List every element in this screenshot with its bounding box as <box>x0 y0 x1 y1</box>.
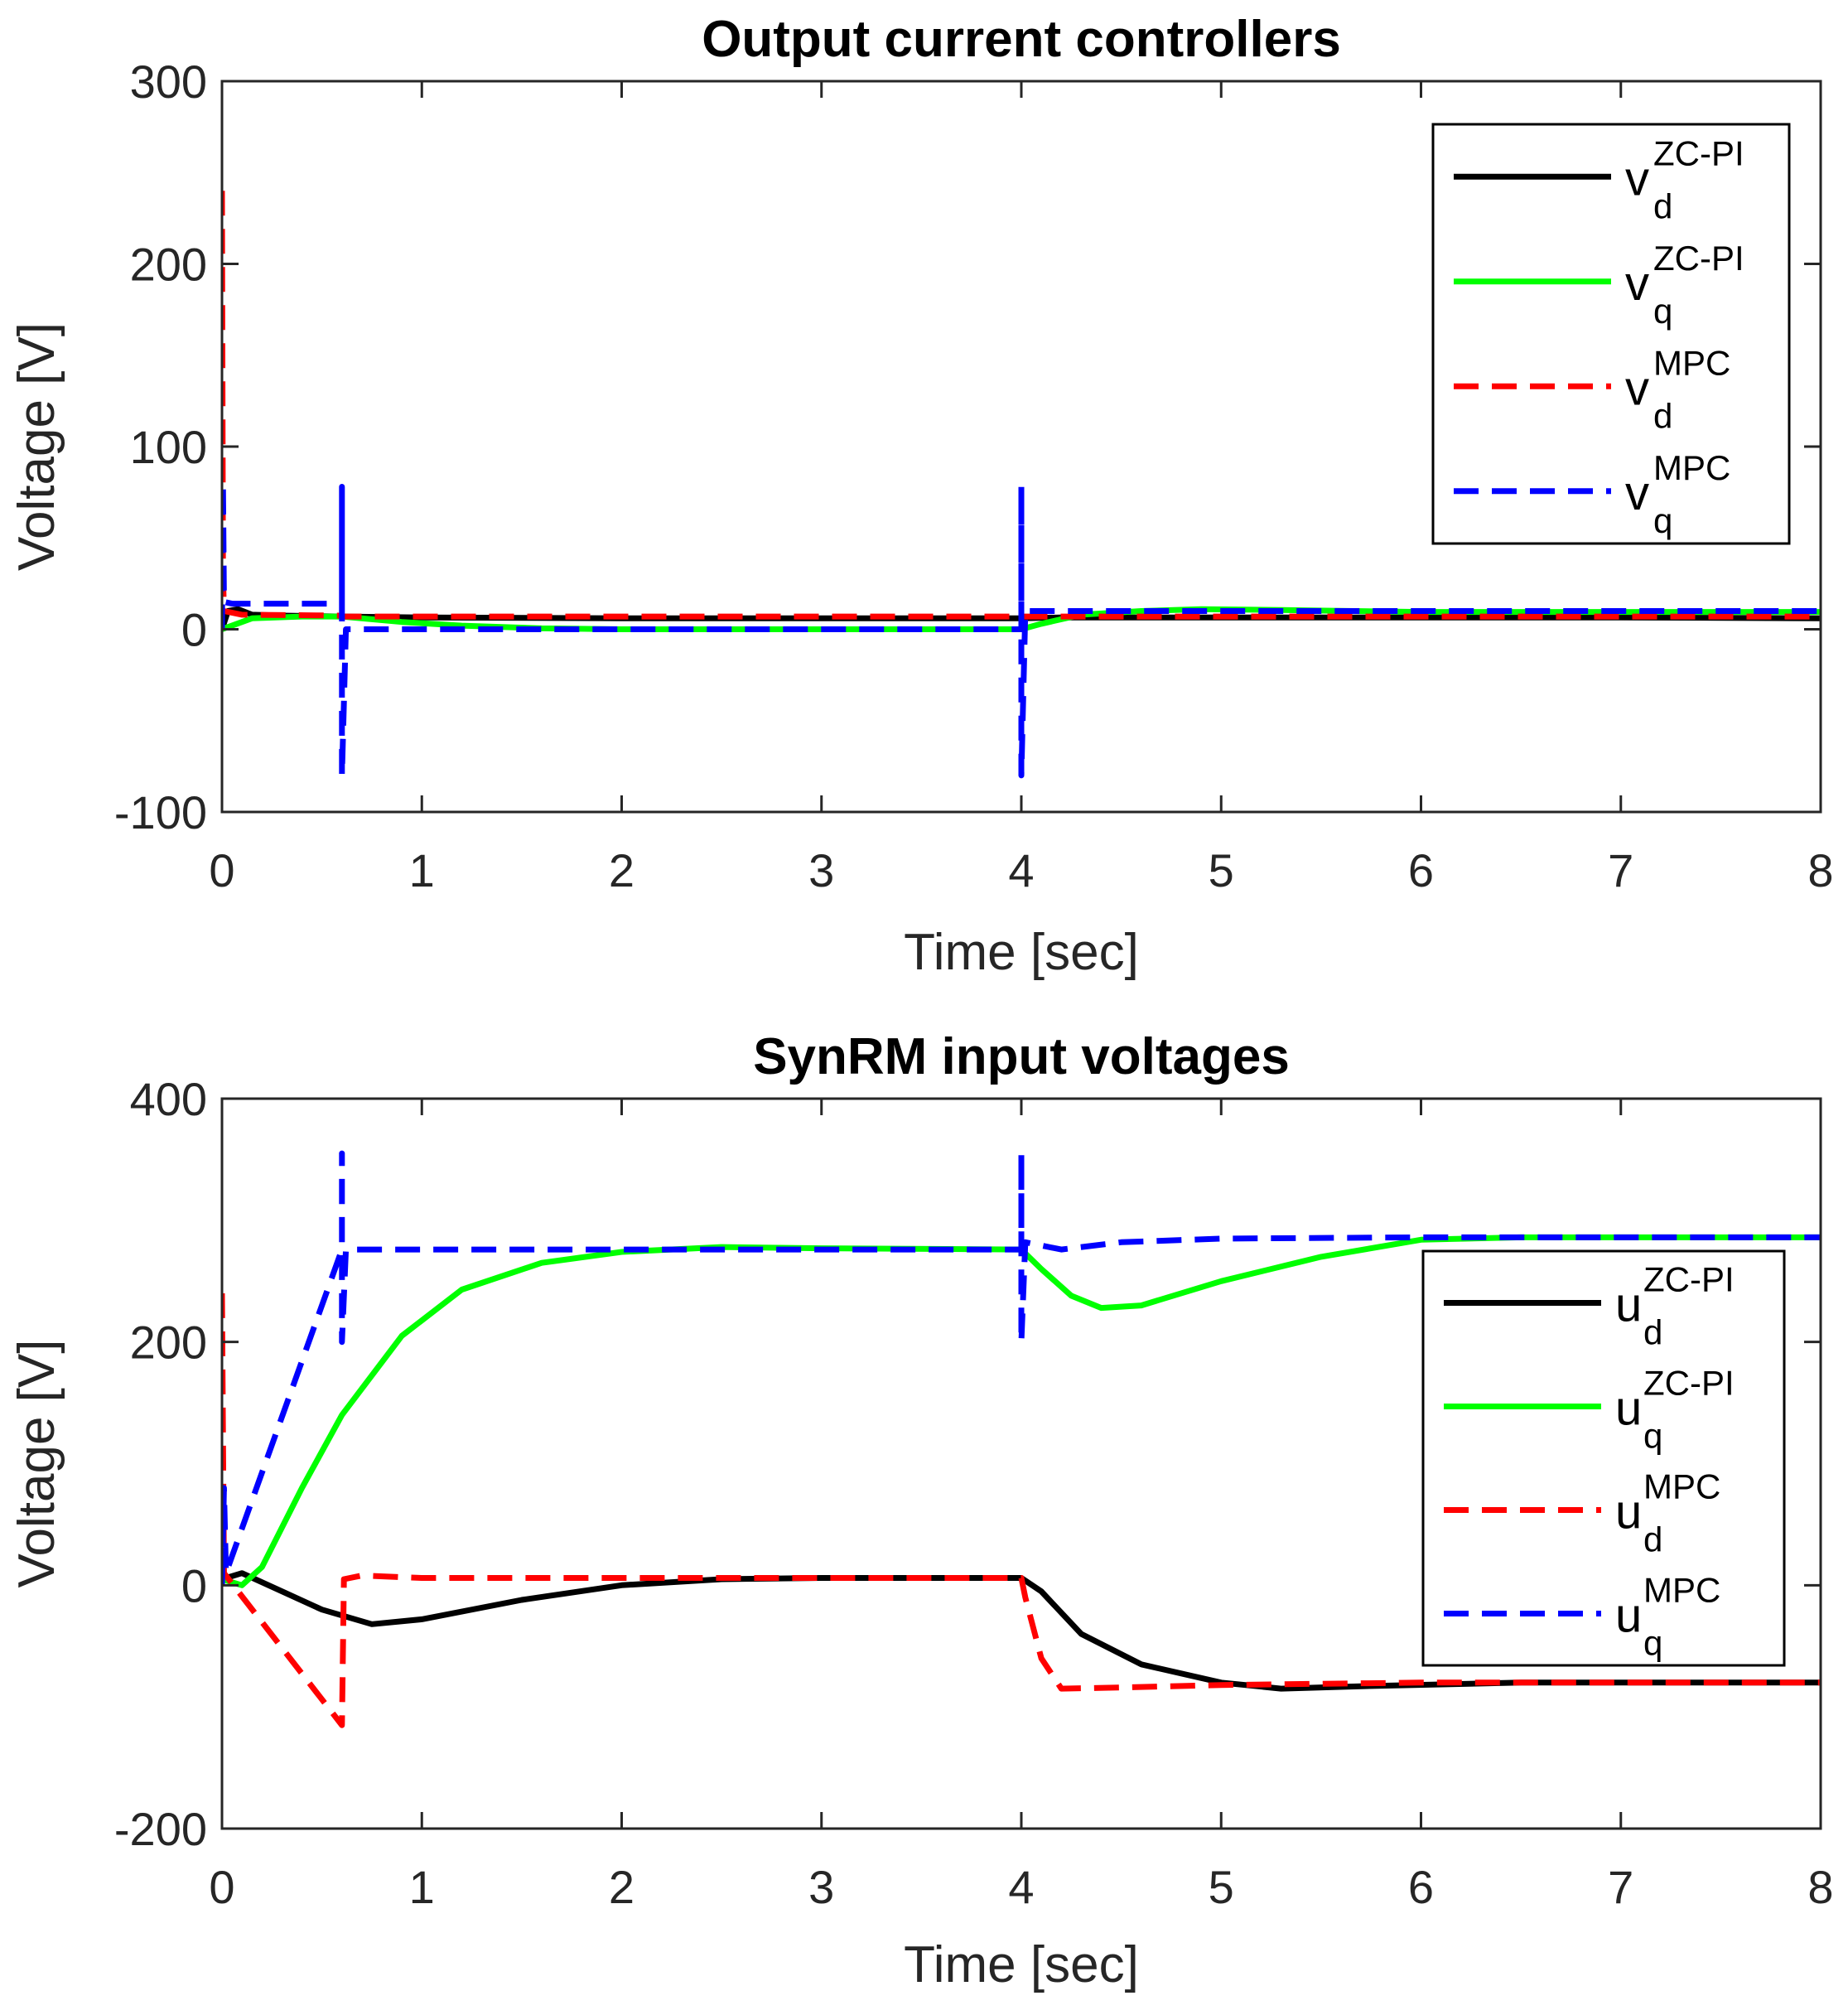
legend-label-base: u <box>1615 1589 1642 1643</box>
legend-box <box>1421 1249 1786 1667</box>
x-tick-label: 5 <box>1209 1861 1234 1913</box>
y-tick-label: 300 <box>130 56 207 108</box>
legend-label-superscript: ZC-PI <box>1653 133 1744 172</box>
legend-label-superscript: ZC-PI <box>1653 239 1744 278</box>
legend-label-base: u <box>1615 1278 1642 1332</box>
legend-label-base: v <box>1625 152 1649 205</box>
legend-label-superscript: MPC <box>1653 343 1730 382</box>
legend-label-superscript: MPC <box>1653 448 1730 487</box>
x-tick-label: 0 <box>209 1861 234 1913</box>
legend-label-base: v <box>1625 466 1649 520</box>
legend-label-superscript: MPC <box>1643 1571 1720 1610</box>
y-tick-label: 100 <box>130 421 207 473</box>
legend-label-subscript: q <box>1643 1624 1662 1663</box>
x-tick-label: 0 <box>209 844 234 896</box>
x-tick-label: 8 <box>1807 844 1833 896</box>
y-tick-label: 0 <box>181 604 207 656</box>
legend-label-superscript: MPC <box>1643 1467 1720 1506</box>
y-tick-label: 400 <box>130 1073 207 1125</box>
y-tick-label: 200 <box>130 1317 207 1369</box>
x-tick-label: 6 <box>1408 844 1434 896</box>
y-tick-label: 200 <box>130 239 207 291</box>
x-tick-label: 8 <box>1807 1861 1833 1913</box>
series-group <box>222 1150 1821 1728</box>
x-tick-label: 3 <box>808 844 834 896</box>
series-line-u-d-mpc <box>222 1293 1821 1728</box>
x-axis-label: Time [sec] <box>904 1936 1139 1993</box>
x-tick-label: 2 <box>609 844 634 896</box>
y-axis-label: Voltage [V] <box>8 1340 65 1588</box>
chart-title: Output current controllers <box>702 11 1341 68</box>
x-tick-label: 4 <box>1008 1861 1034 1913</box>
x-tick-label: 1 <box>409 1861 435 1913</box>
x-tick-label: 7 <box>1608 1861 1633 1913</box>
x-tick-label: 7 <box>1608 844 1633 896</box>
legend-label-base: v <box>1625 257 1649 311</box>
legend-label-subscript: d <box>1653 396 1672 435</box>
y-tick-label: -200 <box>114 1803 207 1855</box>
legend-label-superscript: ZC-PI <box>1643 1260 1735 1299</box>
x-tick-label: 5 <box>1209 844 1234 896</box>
x-tick-label: 6 <box>1408 1861 1434 1913</box>
x-tick-label: 4 <box>1008 844 1034 896</box>
x-axis-label: Time [sec] <box>904 924 1139 981</box>
series-line-v-d-mpc <box>222 191 1821 620</box>
y-tick-label: -100 <box>114 786 207 838</box>
legend-label-subscript: d <box>1643 1520 1662 1559</box>
series-line-u-q-mpc <box>222 1150 1821 1586</box>
series-line-u-q-zc-pi <box>222 1234 1821 1588</box>
legend-label-subscript: d <box>1653 186 1672 225</box>
legend-label-base: v <box>1625 361 1649 415</box>
legend-box <box>1431 123 1791 545</box>
legend-label-base: u <box>1615 1486 1642 1539</box>
series-group <box>222 191 1821 779</box>
legend-label-subscript: q <box>1653 292 1672 331</box>
series-line-v-q-mpc <box>222 480 1821 779</box>
chart-title: SynRM input voltages <box>753 1028 1290 1085</box>
x-tick-label: 3 <box>808 1861 834 1913</box>
legend-label-subscript: q <box>1653 501 1672 540</box>
x-tick-label: 2 <box>609 1861 634 1913</box>
legend-label-superscript: ZC-PI <box>1643 1364 1735 1403</box>
x-tick-label: 1 <box>409 844 435 896</box>
y-tick-label: 0 <box>181 1559 207 1612</box>
legend-label-subscript: d <box>1643 1313 1662 1352</box>
legend-label-subscript: q <box>1643 1417 1662 1456</box>
y-axis-label: Voltage [V] <box>8 322 65 571</box>
legend-label-base: u <box>1615 1382 1642 1436</box>
